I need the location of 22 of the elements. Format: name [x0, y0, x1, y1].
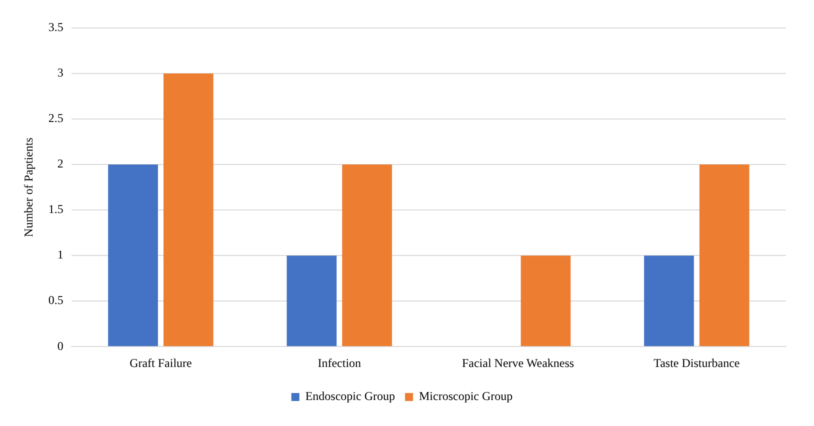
x-tick-label: Graft Failure [130, 356, 192, 370]
bar [163, 74, 214, 346]
y-tick-label: 3.5 [48, 20, 64, 34]
bar [699, 164, 750, 346]
bar [286, 256, 337, 346]
x-tick-label: Taste Disturbance [654, 356, 740, 370]
y-tick-label: 0.5 [48, 293, 64, 308]
legend-label: Endoscopic Group [305, 389, 396, 404]
y-tick-label: 1 [57, 248, 64, 262]
bar [644, 256, 694, 346]
y-tick-label: 0 [57, 338, 64, 353]
bar [108, 164, 158, 346]
bar [520, 256, 571, 346]
x-tick-label: Facial Nerve Weakness [462, 356, 574, 370]
x-tick-label: Infection [318, 356, 362, 370]
y-axis-title: Number of Paptients [21, 137, 36, 237]
y-tick-label: 2 [57, 156, 64, 171]
y-tick-label: 3 [57, 66, 64, 80]
legend-label: Microscopic Group [419, 389, 513, 404]
bar [342, 164, 392, 346]
y-tick-label: 1.5 [48, 202, 64, 216]
y-tick-label: 2.5 [48, 111, 64, 126]
